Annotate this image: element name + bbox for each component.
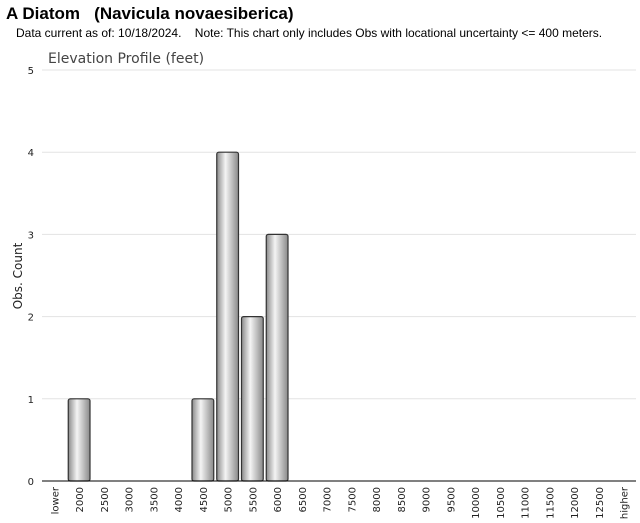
data-note: Data current as of: 10/18/2024. Note: Th… — [16, 26, 603, 40]
y-tick-label: 1 — [28, 395, 34, 406]
y-axis-label: Obs. Count — [11, 242, 25, 309]
x-tick-label: 6500 — [298, 487, 309, 512]
x-tick-label: 11500 — [545, 487, 556, 519]
x-tick-label: 5500 — [248, 487, 259, 512]
bar-2000 — [67, 398, 91, 482]
bar-5500 — [240, 316, 264, 482]
y-tick-label: 5 — [28, 66, 34, 77]
y-tick-label: 0 — [28, 477, 34, 488]
x-tick-label: 7000 — [323, 487, 334, 512]
x-tick-label: 3500 — [149, 487, 160, 512]
bar-5000 — [216, 151, 240, 482]
x-tick-label: 2500 — [100, 487, 111, 512]
x-tick-label: 9500 — [446, 487, 457, 512]
chart-title: Elevation Profile (feet) — [48, 51, 204, 67]
x-tick-label: 4000 — [174, 487, 185, 512]
species-title: A Diatom (Navicula novaesiberica) — [6, 4, 294, 23]
x-tick-label: 10000 — [471, 487, 482, 519]
y-tick-label: 3 — [28, 230, 34, 241]
x-tick-label: 10500 — [496, 487, 507, 519]
x-tick-label: 6000 — [273, 487, 284, 512]
x-tick-label: 5000 — [224, 487, 235, 512]
x-tick-label: 2000 — [75, 487, 86, 512]
x-tick-label: 3000 — [125, 487, 136, 512]
x-tick-label: 7500 — [347, 487, 358, 512]
bar-6000 — [265, 233, 289, 482]
x-tick-label: lower — [50, 486, 61, 514]
x-tick-label: 4500 — [199, 487, 210, 512]
x-tick-label: 8000 — [372, 487, 383, 512]
y-tick-label: 2 — [28, 313, 34, 324]
x-tick-label: 9000 — [422, 487, 433, 512]
bar-4500 — [191, 398, 215, 482]
x-tick-label: 12500 — [595, 487, 606, 519]
x-tick-label: 12000 — [570, 487, 581, 519]
y-tick-label: 4 — [28, 148, 34, 159]
x-tick-label: 11000 — [521, 487, 532, 519]
x-tick-label: 8500 — [397, 487, 408, 512]
x-tick-label: higher — [620, 486, 631, 519]
